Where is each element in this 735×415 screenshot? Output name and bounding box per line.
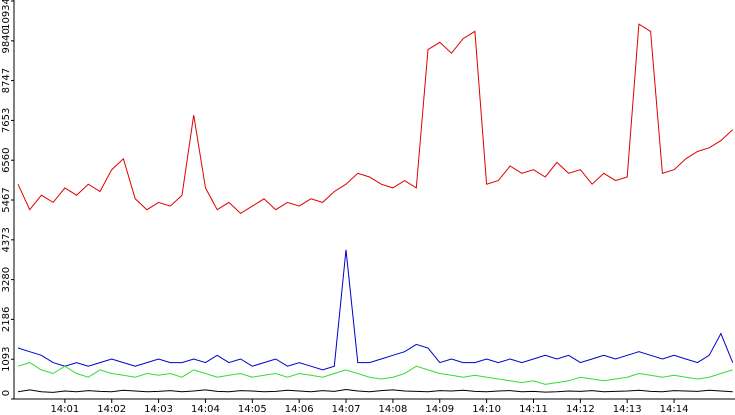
x-tick-label: 14:05	[238, 404, 267, 415]
y-tick-label: 1093	[1, 346, 12, 371]
series-line	[17, 249, 734, 371]
y-tick-label: 3280	[1, 267, 12, 292]
x-tick-label: 14:14	[660, 404, 689, 415]
y-tick-label: 0	[1, 390, 12, 396]
x-tick-label: 14:06	[285, 404, 314, 415]
series-line	[17, 388, 733, 393]
x-tick-label: 14:11	[519, 404, 548, 415]
x-tick-label: 14:01	[50, 404, 79, 415]
x-tick-label: 14:07	[332, 404, 361, 415]
y-tick-label: 10934	[1, 0, 12, 30]
y-tick-label: 2186	[1, 307, 12, 332]
y-tick-label: 8747	[1, 68, 12, 93]
x-tick-label: 14:13	[613, 404, 642, 415]
y-tick-label: 4373	[1, 227, 12, 252]
series-line	[17, 362, 733, 385]
series-line	[17, 23, 734, 215]
x-tick-label: 14:02	[97, 404, 126, 415]
y-tick-label: 9840	[1, 28, 12, 53]
y-tick-label: 6560	[1, 147, 12, 172]
y-tick-label: 7653	[1, 108, 12, 133]
x-tick-label: 14:08	[378, 404, 407, 415]
x-tick-label: 14:04	[191, 404, 220, 415]
x-tick-label: 14:09	[425, 404, 454, 415]
x-tick-label: 14:10	[472, 404, 501, 415]
x-tick-label: 14:12	[566, 404, 595, 415]
y-tick-label: 5467	[1, 187, 12, 212]
x-tick-label: 14:03	[144, 404, 173, 415]
